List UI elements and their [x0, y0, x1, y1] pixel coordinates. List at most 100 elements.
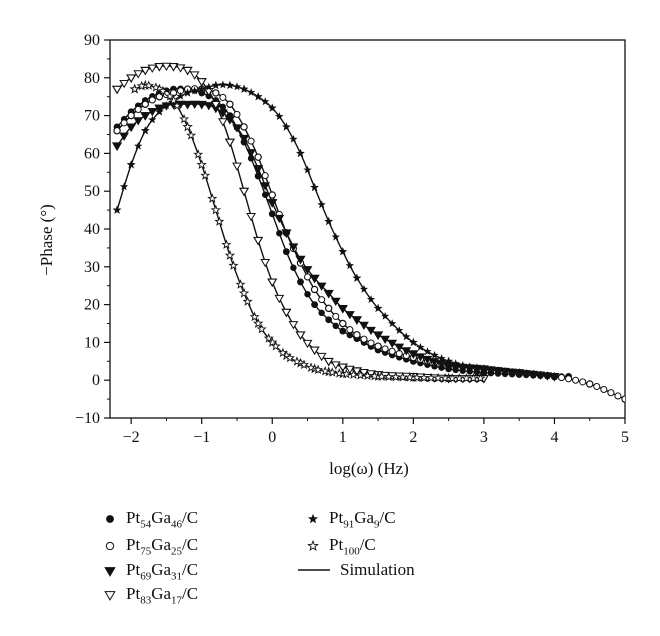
data-point — [283, 248, 290, 255]
x-tick-label: 4 — [550, 429, 558, 446]
data-point — [311, 285, 319, 294]
data-point — [366, 295, 376, 304]
data-point — [261, 191, 269, 198]
open-circle-icon — [100, 538, 122, 554]
data-point — [136, 80, 147, 91]
data-point — [261, 172, 269, 180]
x-tick-label: 5 — [621, 429, 629, 446]
data-point — [207, 193, 218, 203]
legend-item-simulation: Simulation — [296, 560, 415, 580]
data-point — [352, 273, 362, 282]
data-point — [172, 100, 183, 111]
data-point — [189, 71, 200, 80]
data-point — [155, 93, 163, 101]
data-point — [210, 100, 221, 110]
data-point — [309, 274, 320, 284]
data-point — [323, 358, 334, 367]
y-tick-label: 50 — [84, 183, 100, 200]
data-point — [295, 255, 306, 265]
data-point — [325, 316, 332, 323]
data-point — [373, 331, 383, 340]
data-point — [394, 343, 405, 352]
data-point — [423, 347, 432, 356]
data-point — [318, 296, 326, 304]
data-point — [112, 142, 122, 151]
data-point — [155, 107, 164, 116]
data-point — [164, 91, 175, 101]
data-point — [232, 82, 242, 91]
data-point — [133, 117, 144, 126]
filled-star-shape — [307, 513, 319, 524]
data-point — [323, 289, 334, 299]
data-point — [500, 366, 510, 375]
data-point — [127, 160, 136, 169]
data-point — [240, 123, 248, 131]
x-tick-label: 1 — [339, 429, 347, 446]
open-triangle-down-glyph — [104, 591, 116, 602]
legend-label-pt69ga31: Pt69Ga31/C — [126, 560, 199, 583]
filled-circle-glyph — [106, 515, 114, 524]
plot-frame — [109, 39, 626, 419]
data-point — [238, 287, 250, 298]
data-point — [256, 323, 267, 334]
data-point — [614, 392, 622, 400]
data-point — [346, 331, 354, 339]
data-point — [193, 149, 204, 159]
data-point — [430, 350, 439, 359]
data-point — [260, 182, 271, 191]
data-point — [337, 305, 348, 314]
data-point — [331, 232, 340, 241]
data-point — [360, 335, 368, 343]
data-point — [218, 80, 228, 89]
filled-triangle-down-icon — [100, 563, 122, 579]
data-point — [472, 363, 482, 372]
data-point — [141, 126, 150, 135]
data-point — [232, 124, 242, 133]
data-point — [225, 116, 235, 125]
data-point — [126, 123, 137, 132]
data-point — [465, 362, 474, 371]
data-point — [253, 92, 263, 101]
data-point — [221, 239, 232, 249]
data-point — [203, 102, 214, 111]
data-point — [330, 361, 341, 370]
open-star-icon — [303, 538, 325, 554]
y-tick-label: −10 — [75, 410, 100, 427]
data-point — [444, 356, 453, 365]
data-point — [127, 112, 135, 120]
data-point — [176, 91, 185, 100]
data-point — [367, 339, 375, 347]
legend-item-pt69ga31: Pt69Ga31/C — [100, 560, 198, 582]
data-point — [263, 333, 274, 343]
data-point — [290, 264, 297, 271]
data-point — [196, 100, 207, 110]
data-point — [374, 342, 382, 350]
data-point — [281, 308, 292, 318]
data-point — [196, 78, 207, 87]
data-point — [119, 79, 129, 89]
data-point — [224, 249, 236, 260]
filled-circle-icon — [100, 511, 122, 527]
data-point — [346, 326, 354, 334]
data-point — [190, 86, 199, 95]
data-point — [276, 230, 283, 237]
data-point — [332, 322, 339, 330]
data-point — [422, 355, 433, 365]
simulation-line-4 — [116, 84, 555, 378]
data-point — [341, 368, 352, 379]
data-point — [182, 66, 193, 76]
data-point — [210, 204, 222, 215]
simulation-line-2 — [116, 103, 555, 378]
data-point — [395, 326, 404, 335]
data-point — [316, 282, 327, 291]
open-circle-shape — [105, 542, 115, 551]
data-point — [436, 360, 447, 369]
data-point — [337, 363, 348, 372]
data-point — [316, 352, 327, 362]
data-point — [289, 134, 298, 143]
data-point — [268, 103, 277, 112]
data-point — [179, 113, 190, 124]
data-point — [182, 121, 193, 132]
data-point — [261, 97, 270, 106]
